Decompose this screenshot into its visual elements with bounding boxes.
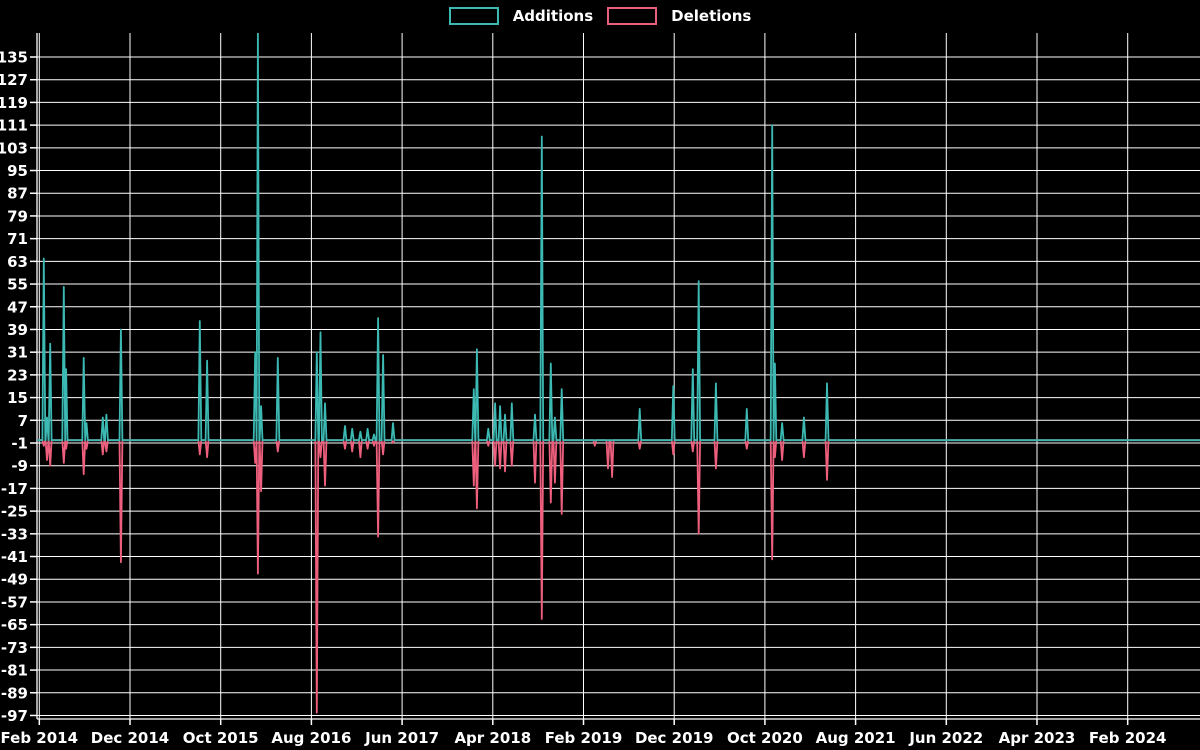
x-tick-label: Jun 2017 — [364, 729, 439, 747]
y-tick-label: 127 — [0, 71, 28, 89]
x-tick-label: Aug 2016 — [271, 729, 351, 747]
x-tick-label: Aug 2021 — [816, 729, 896, 747]
y-tick-label: 111 — [0, 117, 28, 135]
y-tick-label: 87 — [7, 185, 28, 203]
y-tick-label: 15 — [7, 389, 28, 407]
y-tick-label: -65 — [1, 616, 28, 634]
y-tick-label: -33 — [1, 525, 28, 543]
x-tick-label: Apr 2018 — [454, 729, 531, 747]
x-tick-label: Feb 2024 — [1089, 729, 1167, 747]
y-tick-label: 23 — [7, 366, 28, 384]
y-tick-label: -73 — [1, 639, 28, 657]
y-tick-label: 71 — [7, 230, 28, 248]
y-tick-label: -41 — [1, 548, 28, 566]
additions-line — [37, 33, 1200, 442]
y-tick-label: -81 — [1, 662, 28, 680]
y-axis: 135 127 119 111 103 95 87 79 71 63 55 47 39 31 23 15 7 -1… — [0, 49, 37, 725]
y-tick-label: 63 — [7, 253, 28, 271]
legend-label-additions: Additions — [512, 7, 594, 25]
y-tick-label: 95 — [7, 162, 28, 180]
x-tick-label: Jun 2022 — [908, 729, 983, 747]
y-tick-label: -1 — [11, 435, 28, 453]
x-tick-label: Oct 2020 — [727, 729, 803, 747]
y-tick-label: -25 — [1, 503, 28, 521]
x-axis: Feb 2014 Dec 2014 Oct 2015 Aug 2016 Jun 2017… — [1, 719, 1167, 747]
y-tick-label: -57 — [1, 593, 28, 611]
grid — [37, 33, 1200, 719]
y-tick-label: -49 — [1, 571, 28, 589]
x-tick-label: Feb 2019 — [545, 729, 623, 747]
x-tick-label: Oct 2015 — [183, 729, 259, 747]
legend-label-deletions: Deletions — [671, 7, 752, 25]
y-tick-label: 7 — [18, 412, 28, 430]
y-tick-label: -9 — [11, 457, 28, 475]
axes-spines — [36, 33, 1200, 720]
x-tick-label: Apr 2023 — [999, 729, 1076, 747]
y-tick-label: 119 — [0, 94, 28, 112]
y-tick-label: -97 — [1, 707, 28, 725]
y-tick-label: -17 — [1, 480, 28, 498]
y-tick-label: 47 — [7, 298, 28, 316]
y-tick-label: 31 — [7, 344, 28, 362]
additions-swatch-icon — [448, 7, 499, 25]
deletions-swatch-icon — [607, 7, 658, 25]
y-tick-label: -89 — [1, 684, 28, 702]
x-tick-label: Dec 2019 — [635, 729, 714, 747]
y-tick-label: 135 — [0, 49, 28, 67]
x-tick-label: Feb 2014 — [1, 729, 79, 747]
y-tick-label: 39 — [7, 321, 28, 339]
deletions-line — [37, 439, 1200, 714]
y-tick-label: 79 — [7, 207, 28, 225]
x-tick-label: Dec 2014 — [91, 729, 170, 747]
chart-legend: Additions Deletions — [0, 7, 1200, 25]
y-tick-label: 55 — [7, 276, 28, 294]
y-tick-label: 103 — [0, 139, 28, 157]
